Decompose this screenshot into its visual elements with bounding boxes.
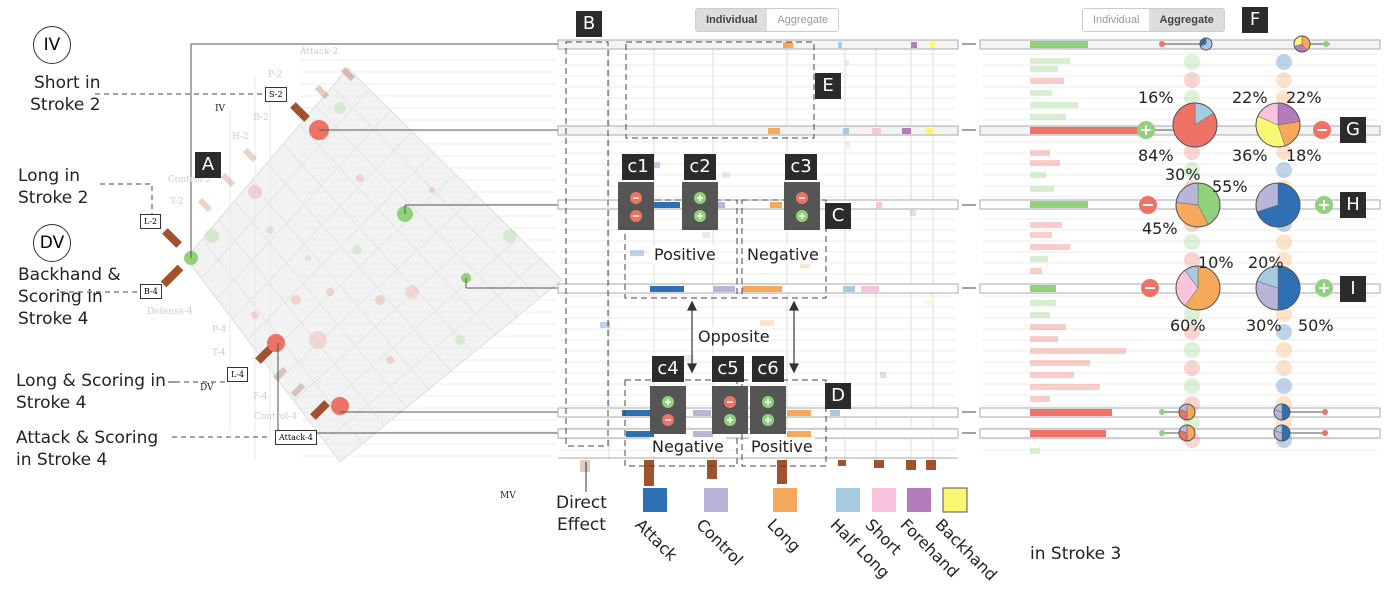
box-s2: S-2 <box>265 87 287 102</box>
matrix-circles <box>184 102 517 415</box>
marker-c5: c5 <box>712 356 744 382</box>
label-line: Short in <box>34 73 101 93</box>
label-line: in Stroke 4 <box>16 450 108 470</box>
marker-c3: c3 <box>785 154 817 180</box>
faint-h2: H-2 <box>232 132 249 142</box>
box-b4: B-4 <box>140 284 162 299</box>
label-line: Stroke 2 <box>18 188 89 208</box>
faint-p4: P-4 <box>212 325 227 335</box>
dv-circle: DV <box>33 224 71 262</box>
pct-h-45: 45% <box>1142 219 1178 238</box>
label-opposite: Opposite <box>696 327 772 346</box>
faint-t4: T-4 <box>212 348 226 358</box>
faint-attack2: Attack-2 <box>300 47 339 57</box>
faint-f4: F-4 <box>253 392 268 402</box>
pct-i-60: 60% <box>1170 316 1206 335</box>
pct-i-50: 50% <box>1298 316 1334 335</box>
label-line: Stroke 4 <box>16 393 87 413</box>
iv-circle: IV <box>33 26 71 64</box>
marker-I: I <box>1340 276 1366 302</box>
toggle-aggregate[interactable]: Aggregate <box>777 14 829 26</box>
label-line: Stroke 4 <box>18 309 89 329</box>
dv-small-label: DV <box>200 383 214 393</box>
label-positive-lower: Positive <box>749 437 815 456</box>
marker-B: B <box>576 11 602 37</box>
marker-F: F <box>1242 7 1268 33</box>
faint-t2: T-2 <box>170 197 184 207</box>
label-short-stroke2: Short in Stroke 2 <box>20 72 101 116</box>
faint-control4: Control-4 <box>254 412 298 422</box>
toggle-aggregate[interactable]: Aggregate <box>1149 9 1224 31</box>
faint-defense4: Defense-4 <box>147 307 193 317</box>
label-negative-lower: Negative <box>650 437 726 456</box>
label-attack-scoring: Attack & Scoring in Stroke 4 <box>16 427 158 471</box>
pct-i-20: 20% <box>1248 253 1284 272</box>
right-panel <box>962 35 1381 454</box>
faint-p2: P-2 <box>268 70 283 80</box>
pct-i-10: 10% <box>1198 253 1234 272</box>
pct-g-36: 36% <box>1232 146 1268 165</box>
label-line: Attack & Scoring <box>16 428 159 448</box>
box-l2: L-2 <box>140 214 162 229</box>
marker-c2: c2 <box>684 154 716 180</box>
middle-view-toggle[interactable]: Individual Aggregate <box>695 8 840 32</box>
marker-C: C <box>825 203 851 229</box>
label-direct-effect: Direct Effect <box>556 492 607 536</box>
pct-g-16: 16% <box>1138 88 1174 107</box>
label-line: Stroke 2 <box>30 95 101 115</box>
pct-h-30: 30% <box>1165 165 1201 184</box>
label-long-scoring: Long & Scoring in Stroke 4 <box>16 370 166 414</box>
box-l4: L-4 <box>227 367 249 382</box>
pct-g-22a: 22% <box>1232 88 1268 107</box>
pct-g-84: 84% <box>1138 146 1174 165</box>
label-line: Effect <box>556 515 606 535</box>
label-line: Backhand & <box>18 265 121 285</box>
marker-G: G <box>1340 117 1366 143</box>
legend-swatches <box>643 487 968 513</box>
label-line: Direct <box>556 493 607 513</box>
marker-c4: c4 <box>652 356 684 382</box>
box-attack4: Attack-4 <box>275 430 317 445</box>
label-long-stroke2: Long in Stroke 2 <box>18 165 88 209</box>
label-line: Long & Scoring in <box>16 371 166 391</box>
iv-small-label: IV <box>215 104 226 114</box>
label-backhand-scoring: Backhand & Scoring in Stroke 4 <box>18 264 121 330</box>
label-line: Long in <box>18 166 81 186</box>
label-positive: Positive <box>652 245 718 264</box>
toggle-individual[interactable]: Individual <box>1093 14 1140 26</box>
faint-control2: Control-2 <box>168 175 212 185</box>
mv-small-label: MV <box>500 491 516 501</box>
marker-D: D <box>825 383 851 409</box>
diamond-matrix <box>185 59 563 463</box>
label-negative: Negative <box>745 245 821 264</box>
pct-i-30: 30% <box>1246 316 1282 335</box>
marker-c6: c6 <box>752 356 784 382</box>
faint-b2: B-2 <box>253 113 269 123</box>
pct-g-22b: 22% <box>1286 88 1322 107</box>
marker-A: A <box>195 152 221 178</box>
pct-g-18: 18% <box>1286 146 1322 165</box>
marker-c1: c1 <box>622 154 654 180</box>
label-line: Scoring in <box>18 287 103 307</box>
marker-E: E <box>815 73 841 99</box>
toggle-individual[interactable]: Individual <box>696 9 768 31</box>
c-glyphs <box>618 182 820 434</box>
marker-H: H <box>1340 192 1366 218</box>
label-in-stroke3: in Stroke 3 <box>1030 544 1122 564</box>
pct-h-55: 55% <box>1212 177 1248 196</box>
diagonal-bars <box>160 66 356 420</box>
right-view-toggle[interactable]: Individual Aggregate <box>1082 8 1225 32</box>
